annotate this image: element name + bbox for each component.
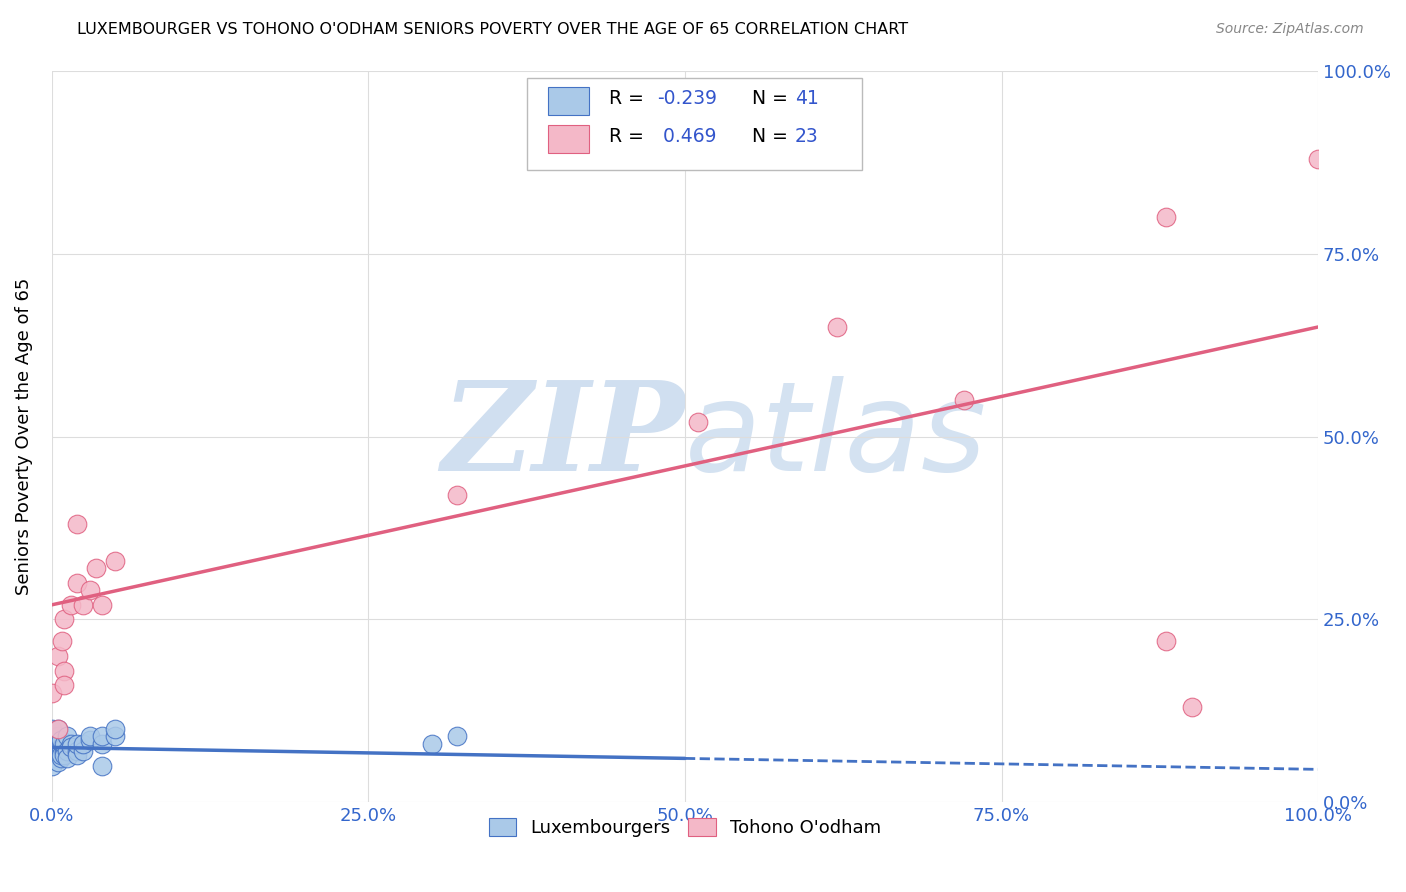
Point bbox=[46, 740, 69, 755]
Point bbox=[41, 751, 63, 765]
Point bbox=[53, 740, 76, 755]
Point bbox=[446, 488, 468, 502]
Point bbox=[91, 758, 114, 772]
Text: N =: N = bbox=[752, 89, 787, 108]
Point bbox=[72, 744, 94, 758]
Point bbox=[72, 598, 94, 612]
Point bbox=[104, 730, 127, 744]
Point bbox=[1154, 211, 1177, 225]
Text: -0.239: -0.239 bbox=[657, 89, 717, 108]
Point bbox=[49, 747, 72, 762]
Point bbox=[56, 751, 79, 765]
Legend: Luxembourgers, Tohono O'odham: Luxembourgers, Tohono O'odham bbox=[481, 811, 889, 845]
Point bbox=[53, 744, 76, 758]
Point bbox=[41, 737, 63, 751]
Text: LUXEMBOURGER VS TOHONO O'ODHAM SENIORS POVERTY OVER THE AGE OF 65 CORRELATION CH: LUXEMBOURGER VS TOHONO O'ODHAM SENIORS P… bbox=[77, 22, 908, 37]
Text: R =: R = bbox=[609, 89, 644, 108]
Point bbox=[49, 744, 72, 758]
Point bbox=[59, 598, 82, 612]
Point bbox=[66, 517, 89, 532]
Point bbox=[104, 722, 127, 736]
Point bbox=[1308, 152, 1330, 166]
Point bbox=[66, 747, 89, 762]
Point bbox=[53, 678, 76, 692]
Text: 0.469: 0.469 bbox=[657, 127, 717, 146]
Point bbox=[53, 747, 76, 762]
Text: Source: ZipAtlas.com: Source: ZipAtlas.com bbox=[1216, 22, 1364, 37]
Point bbox=[56, 730, 79, 744]
Point bbox=[46, 747, 69, 762]
Point bbox=[49, 740, 72, 755]
Point bbox=[59, 740, 82, 755]
Point bbox=[825, 320, 848, 334]
Text: 23: 23 bbox=[796, 127, 818, 146]
Point bbox=[1180, 700, 1202, 714]
Point bbox=[79, 583, 101, 598]
Text: atlas: atlas bbox=[685, 376, 987, 497]
Point bbox=[46, 730, 69, 744]
Point bbox=[66, 737, 89, 751]
Point bbox=[686, 415, 709, 429]
Point bbox=[56, 744, 79, 758]
Text: ZIP: ZIP bbox=[441, 376, 685, 498]
Point bbox=[91, 730, 114, 744]
Point bbox=[66, 744, 89, 758]
Point bbox=[46, 755, 69, 769]
Point bbox=[41, 722, 63, 736]
Point bbox=[53, 612, 76, 626]
Text: R =: R = bbox=[609, 127, 644, 146]
Point bbox=[91, 598, 114, 612]
Point bbox=[53, 664, 76, 678]
Point bbox=[41, 744, 63, 758]
Point bbox=[1154, 634, 1177, 648]
Point bbox=[446, 730, 468, 744]
Text: N =: N = bbox=[752, 127, 787, 146]
Point bbox=[46, 737, 69, 751]
Y-axis label: Seniors Poverty Over the Age of 65: Seniors Poverty Over the Age of 65 bbox=[15, 278, 32, 595]
Point bbox=[952, 393, 974, 408]
Point bbox=[41, 758, 63, 772]
Point bbox=[46, 722, 69, 736]
Point bbox=[46, 722, 69, 736]
Point bbox=[91, 737, 114, 751]
Point bbox=[59, 737, 82, 751]
Point bbox=[51, 634, 73, 648]
Point bbox=[46, 648, 69, 663]
Point bbox=[420, 737, 443, 751]
Point bbox=[79, 730, 101, 744]
Point bbox=[41, 685, 63, 699]
Bar bbox=[548, 87, 589, 115]
FancyBboxPatch shape bbox=[527, 78, 862, 169]
Text: 41: 41 bbox=[796, 89, 820, 108]
Point bbox=[104, 554, 127, 568]
Point bbox=[49, 751, 72, 765]
Point bbox=[79, 733, 101, 747]
Point bbox=[46, 744, 69, 758]
Point bbox=[66, 575, 89, 590]
Point bbox=[53, 737, 76, 751]
Bar bbox=[548, 125, 589, 153]
Point bbox=[84, 561, 107, 575]
Point bbox=[41, 730, 63, 744]
Point bbox=[72, 737, 94, 751]
Point bbox=[49, 733, 72, 747]
